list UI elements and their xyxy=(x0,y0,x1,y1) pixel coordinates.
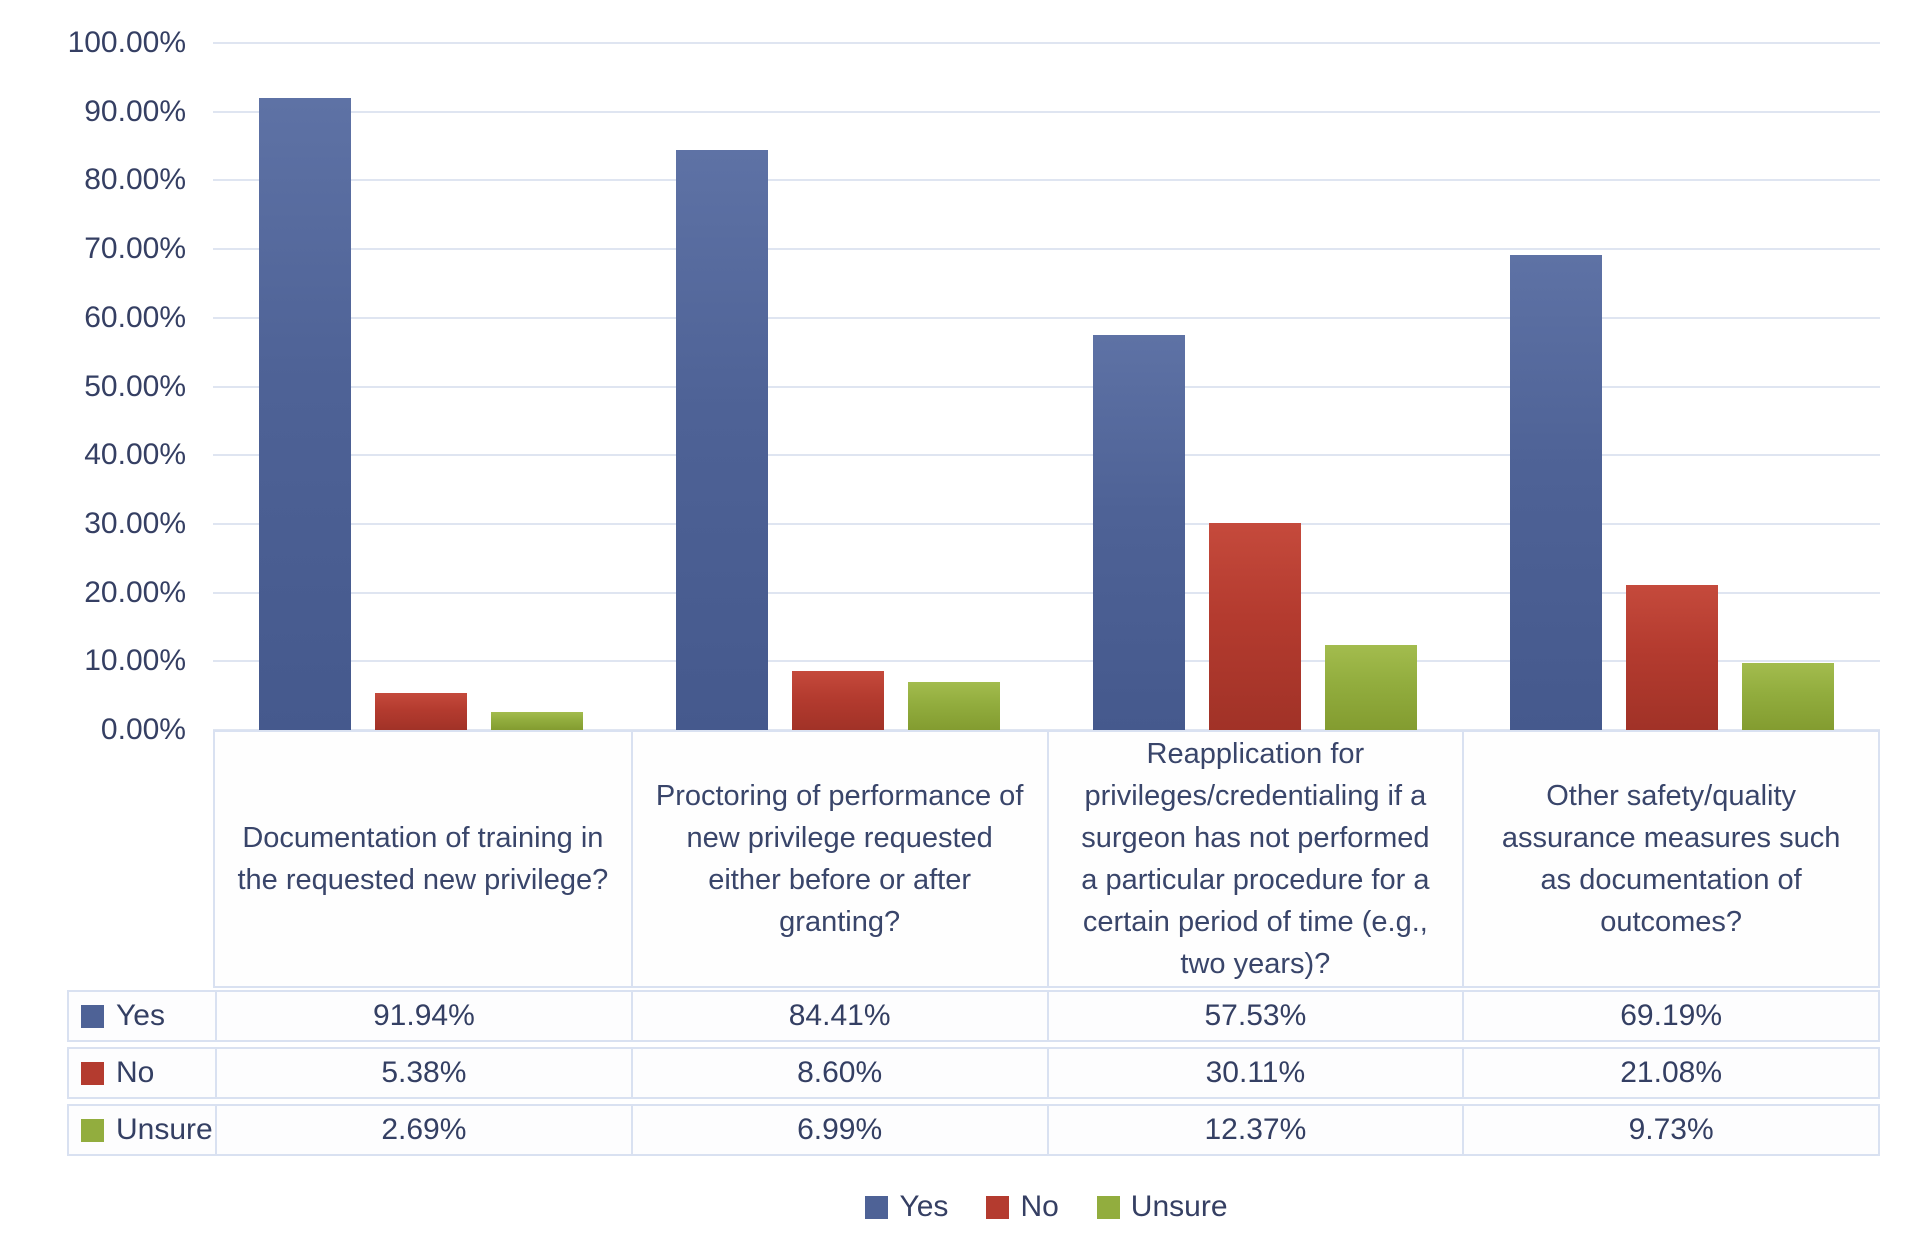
table-cell-value: 69.19% xyxy=(1462,992,1878,1040)
y-axis-tick-label: 90.00% xyxy=(84,95,186,128)
table-row-key: No xyxy=(69,1049,215,1097)
bar-group xyxy=(1047,43,1464,730)
y-axis-tick-label: 40.00% xyxy=(84,438,186,471)
data-table: Yes 91.94% 84.41% 57.53% 69.19% No 5.38% 8.60% 3… xyxy=(67,990,1880,1156)
legend-label: Unsure xyxy=(1130,1190,1228,1223)
table-row-key: Yes xyxy=(69,992,215,1040)
gridline xyxy=(213,248,1880,250)
plot-area xyxy=(213,42,1880,731)
gridline xyxy=(213,111,1880,113)
table-cell-value: 84.41% xyxy=(630,992,1047,1040)
legend-swatch-unsure xyxy=(1096,1195,1120,1219)
bar-no xyxy=(1208,523,1301,730)
y-axis-tick-label: 0.00% xyxy=(100,713,186,746)
table-cell-value: 91.94% xyxy=(215,992,631,1040)
table-cell-value: 57.53% xyxy=(1046,992,1463,1040)
category-label: Reapplication for privileges/credentiali… xyxy=(1046,732,1463,986)
table-cell-value: 21.08% xyxy=(1462,1049,1878,1097)
category-axis-labels: Documentation of training in the request… xyxy=(213,730,1880,988)
bar-yes xyxy=(259,98,352,730)
bar-no xyxy=(1625,585,1718,730)
category-label: Other safety/quality assurance measures … xyxy=(1462,732,1878,986)
y-axis-tick-label: 60.00% xyxy=(84,301,186,334)
y-axis-tick-label: 30.00% xyxy=(84,507,186,540)
bar-yes xyxy=(1092,334,1185,730)
y-axis-tick-label: 10.00% xyxy=(84,644,186,677)
legend-item-no: No xyxy=(986,1190,1059,1224)
bar-unsure xyxy=(1324,645,1417,730)
legend-swatch-no xyxy=(986,1195,1010,1219)
legend-label: No xyxy=(1020,1190,1059,1223)
bar-group xyxy=(213,43,630,730)
table-cell-value: 12.37% xyxy=(1046,1106,1463,1154)
bar-group xyxy=(1463,43,1880,730)
legend-swatch-unsure xyxy=(81,1118,104,1142)
y-axis-tick-label: 20.00% xyxy=(84,576,186,609)
table-cell-value: 30.11% xyxy=(1046,1049,1463,1097)
y-axis-tick-label: 100.00% xyxy=(67,26,186,59)
series-name: Unsure xyxy=(116,1113,213,1146)
legend-swatch-no xyxy=(81,1061,104,1085)
table-cell-value: 5.38% xyxy=(215,1049,631,1097)
gridline xyxy=(213,386,1880,388)
legend-swatch-yes xyxy=(865,1195,889,1219)
bar-unsure xyxy=(1741,663,1834,730)
bar-yes xyxy=(676,150,769,730)
table-row: Unsure 2.69% 6.99% 12.37% 9.73% xyxy=(67,1104,1880,1156)
series-name: No xyxy=(116,1056,155,1089)
table-cell-value: 2.69% xyxy=(215,1106,631,1154)
bar-no xyxy=(375,693,468,730)
bar-yes xyxy=(1509,254,1602,730)
bar-no xyxy=(792,670,885,730)
table-row: No 5.38% 8.60% 30.11% 21.08% xyxy=(67,1047,1880,1099)
table-cell-value: 9.73% xyxy=(1462,1106,1878,1154)
y-axis-tick-label: 50.00% xyxy=(84,370,186,403)
chart-legend: Yes No Unsure xyxy=(213,1182,1880,1232)
y-axis-tick-label: 70.00% xyxy=(84,232,186,265)
gridline xyxy=(213,523,1880,525)
category-label: Documentation of training in the request… xyxy=(237,822,609,896)
table-row-key: Unsure xyxy=(69,1106,215,1154)
legend-swatch-yes xyxy=(81,1004,104,1028)
table-row: Yes 91.94% 84.41% 57.53% 69.19% xyxy=(67,990,1880,1042)
bar-group xyxy=(630,43,1047,730)
bar-unsure xyxy=(908,681,1001,730)
legend-item-yes: Yes xyxy=(865,1190,948,1224)
gridline xyxy=(213,660,1880,662)
bar-unsure xyxy=(491,711,584,730)
gridline xyxy=(213,454,1880,456)
category-label: Proctoring of performance of new privile… xyxy=(630,732,1047,986)
y-axis-tick-label: 80.00% xyxy=(84,163,186,196)
gridline xyxy=(213,317,1880,319)
legend-label: Yes xyxy=(899,1190,949,1223)
gridline xyxy=(213,42,1880,44)
gridline xyxy=(213,592,1880,594)
gridline xyxy=(213,179,1880,181)
series-name: Yes xyxy=(116,999,165,1032)
table-cell-value: 8.60% xyxy=(630,1049,1047,1097)
table-cell-value: 6.99% xyxy=(630,1106,1047,1154)
legend-item-unsure: Unsure xyxy=(1096,1190,1228,1224)
y-axis: 100.00% 90.00% 80.00% 70.00% 60.00% 50.00% 40.… xyxy=(0,28,186,745)
